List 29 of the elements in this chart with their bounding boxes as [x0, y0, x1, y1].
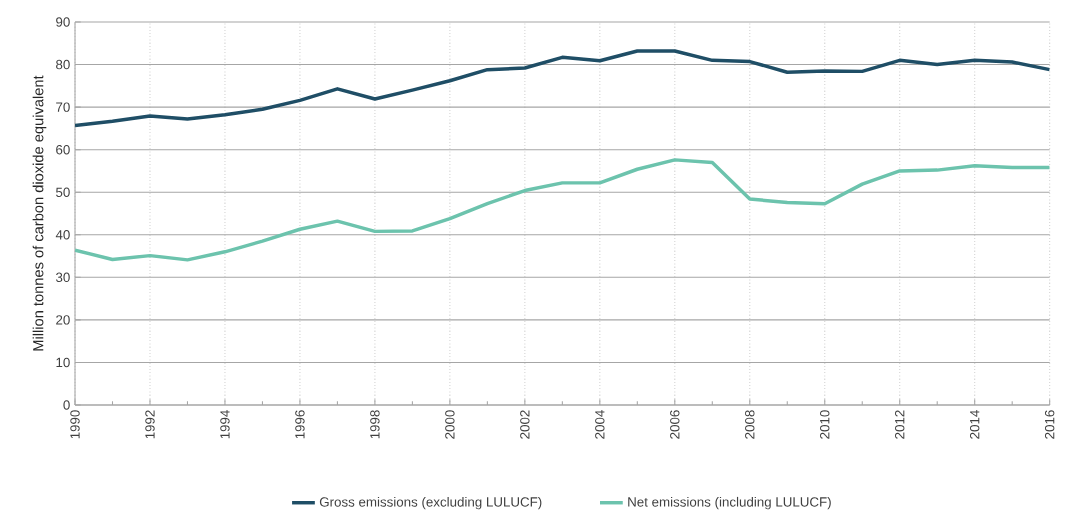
- y-tick-label: 40: [55, 230, 70, 240]
- y-axis-title: Million tonnes of carbon dioxide equivalent: [32, 75, 47, 351]
- y-tick-label: 60: [56, 144, 70, 155]
- y-tick-label: 10: [56, 357, 70, 368]
- y-tick-label: 0: [63, 400, 70, 410]
- x-tick-label: 1994: [220, 410, 230, 439]
- x-tick-label: 2012: [895, 410, 905, 439]
- legend-label: Gross emissions (excluding LULUCF): [319, 496, 542, 510]
- x-tick-label: 2010: [820, 410, 830, 439]
- y-tick-label: 50: [56, 187, 70, 197]
- x-tick-label: 2016: [1044, 410, 1055, 439]
- y-tick-label: 20: [56, 315, 70, 325]
- y-tick-label: 70: [56, 102, 70, 112]
- legend-label: Net emissions (including LULUCF): [628, 496, 831, 510]
- x-tick-label: 1990: [70, 410, 80, 439]
- x-tick-label: 2006: [670, 410, 680, 439]
- x-tick-label: 2014: [969, 410, 980, 439]
- x-tick-label: 2004: [595, 410, 605, 439]
- x-tick-label: 1992: [145, 410, 155, 439]
- x-tick-label: 2002: [520, 410, 530, 439]
- x-tick-label: 1998: [370, 410, 380, 439]
- y-tick-label: 80: [56, 59, 70, 70]
- line-series: [75, 49, 1050, 128]
- line-series: [75, 158, 1050, 262]
- x-tick-label: 1996: [295, 410, 305, 439]
- y-tick-label: 90: [56, 17, 70, 27]
- x-tick-label: 2000: [445, 410, 455, 439]
- x-tick-label: 2008: [745, 410, 755, 439]
- y-tick-label: 30: [55, 272, 70, 283]
